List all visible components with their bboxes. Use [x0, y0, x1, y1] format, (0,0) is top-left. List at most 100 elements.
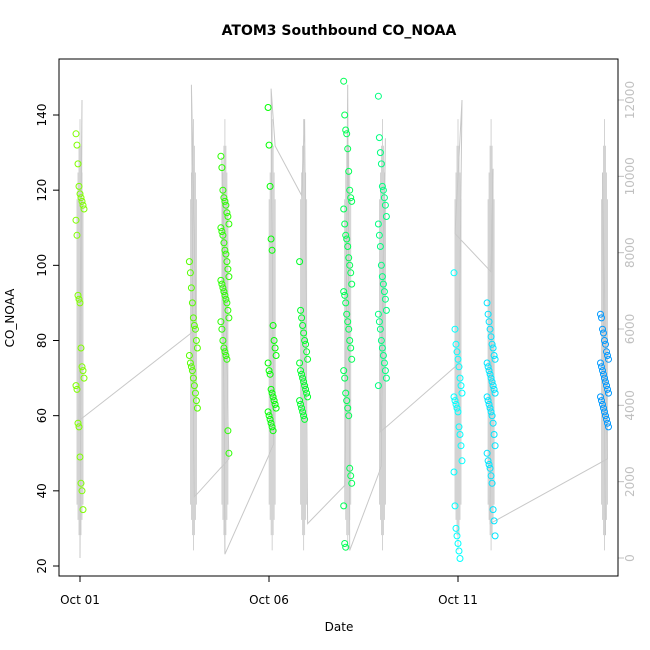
data-point: [484, 363, 492, 371]
data-point: [186, 269, 194, 277]
data-point: [346, 186, 354, 194]
data-point: [376, 149, 384, 157]
data-point: [486, 404, 494, 412]
data-point: [187, 363, 195, 371]
data-point: [193, 404, 201, 412]
data-point: [222, 250, 230, 258]
data-point: [268, 246, 276, 254]
data-point: [489, 419, 497, 427]
data-point: [270, 337, 278, 344]
data-point: [264, 104, 272, 111]
data-point: [77, 344, 85, 352]
data-point: [78, 197, 86, 205]
data-point: [604, 352, 611, 359]
data-point: [379, 280, 387, 288]
data-point: [301, 415, 309, 423]
data-point: [221, 197, 229, 205]
data-point: [270, 397, 278, 405]
data-point: [269, 427, 277, 435]
data-point: [376, 243, 384, 250]
data-point: [598, 314, 605, 322]
data-point: [269, 393, 277, 401]
data-point: [224, 427, 232, 435]
data-point: [453, 348, 461, 356]
data-point: [490, 385, 498, 393]
data-point: [223, 355, 231, 363]
data-point: [267, 385, 275, 393]
data-point: [77, 194, 85, 202]
data-point: [456, 555, 464, 562]
data-point: [489, 344, 497, 352]
data-point: [221, 246, 229, 254]
data-point: [224, 213, 232, 220]
data-point: [80, 374, 88, 382]
data-point: [185, 258, 193, 266]
data-point: [217, 318, 225, 326]
data-point: [450, 468, 458, 476]
data-point: [300, 329, 308, 337]
data-point: [186, 359, 194, 367]
data-point: [220, 194, 228, 202]
data-point: [599, 325, 606, 333]
data-point: [379, 186, 387, 194]
data-point: [603, 382, 610, 390]
data-point: [488, 412, 496, 420]
data-point: [340, 288, 348, 296]
data-point: [484, 457, 492, 465]
data-point: [268, 423, 276, 431]
data-point: [380, 194, 388, 202]
data-point: [298, 370, 306, 378]
data-point: [271, 344, 279, 352]
data-point: [221, 291, 229, 299]
data-point: [220, 288, 228, 296]
data-point: [598, 397, 605, 405]
data-point: [265, 367, 273, 375]
data-point: [453, 532, 461, 540]
y-tick-label: 40: [35, 483, 49, 498]
data-point: [488, 340, 496, 348]
data-point: [78, 363, 86, 371]
data-point: [191, 389, 199, 397]
data-point: [296, 359, 304, 367]
data-point: [487, 472, 495, 480]
data-point: [268, 389, 276, 397]
data-point: [264, 408, 272, 416]
x-tick-label: Oct 06: [249, 593, 289, 607]
data-point: [601, 337, 608, 344]
data-point: [377, 160, 385, 168]
data-point: [187, 284, 195, 292]
data-point: [341, 540, 349, 547]
data-point: [343, 397, 351, 405]
data-point: [454, 355, 462, 363]
data-point: [456, 431, 464, 438]
data-point: [345, 325, 353, 333]
data-point: [185, 352, 193, 359]
data-point: [382, 374, 390, 382]
data-point: [344, 145, 352, 153]
data-point: [378, 182, 386, 190]
data-point: [76, 190, 84, 198]
data-point: [302, 340, 310, 348]
data-point: [297, 306, 305, 314]
axes-layer: 20 40 60 80 100 120 140 Oct 01 Oct 06 Oct 11 0 2000…: [35, 81, 637, 607]
y-tick-label: 80: [35, 333, 49, 348]
data-point: [191, 325, 199, 333]
data-point: [297, 367, 305, 375]
data-point: [222, 352, 230, 359]
data-point: [298, 314, 306, 322]
data-point: [300, 378, 308, 386]
data-point: [483, 393, 491, 401]
data-point: [455, 547, 463, 555]
data-point: [300, 412, 308, 420]
altitude-trace: [78, 84, 609, 559]
data-point: [597, 359, 604, 367]
data-point: [217, 276, 225, 284]
data-point: [490, 517, 498, 525]
data-point: [347, 472, 355, 480]
chart-title: ATOM3 Southbound CO_NOAA: [222, 23, 457, 39]
data-point: [450, 393, 458, 401]
data-point: [485, 400, 493, 408]
data-point: [451, 502, 459, 510]
data-point: [605, 355, 612, 363]
